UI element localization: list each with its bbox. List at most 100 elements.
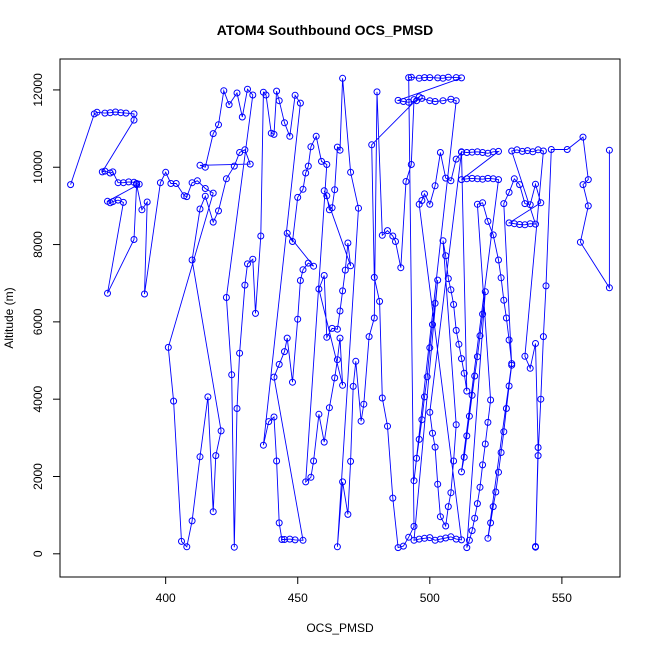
data-point bbox=[384, 227, 391, 235]
data-point bbox=[489, 175, 497, 183]
data-point bbox=[328, 204, 336, 212]
data-point bbox=[444, 503, 452, 511]
y-tick-label: 6000 bbox=[31, 308, 45, 335]
data-point bbox=[431, 536, 439, 544]
data-point bbox=[447, 177, 455, 185]
data-point bbox=[524, 147, 531, 155]
data-point bbox=[452, 421, 460, 429]
data-point bbox=[106, 109, 114, 117]
data-point bbox=[452, 74, 460, 82]
data-point bbox=[394, 96, 402, 104]
data-point bbox=[344, 239, 352, 247]
data-point bbox=[384, 422, 391, 430]
data-point bbox=[468, 174, 476, 182]
data-point bbox=[410, 522, 418, 530]
data-point bbox=[352, 357, 360, 365]
data-point bbox=[465, 412, 473, 420]
data-point bbox=[310, 262, 318, 270]
data-point bbox=[500, 200, 508, 208]
data-point bbox=[508, 361, 516, 369]
data-point bbox=[119, 198, 127, 206]
data-point bbox=[489, 503, 497, 511]
y-axis-label: Altitude (m) bbox=[2, 287, 16, 348]
data-point bbox=[397, 264, 405, 272]
data-point bbox=[270, 373, 278, 381]
data-point bbox=[315, 285, 323, 293]
data-point bbox=[241, 281, 249, 289]
data-point bbox=[196, 205, 204, 213]
data-point bbox=[468, 148, 476, 156]
data-point bbox=[325, 404, 333, 412]
data-point bbox=[244, 85, 251, 93]
data-point bbox=[209, 508, 217, 516]
data-point bbox=[289, 378, 296, 386]
data-point bbox=[444, 275, 452, 283]
data-point bbox=[215, 207, 222, 215]
data-point bbox=[539, 147, 547, 155]
data-point bbox=[318, 157, 325, 165]
data-point bbox=[283, 229, 291, 237]
data-point bbox=[249, 91, 257, 99]
data-point bbox=[415, 74, 423, 82]
data-point bbox=[222, 175, 230, 183]
data-point bbox=[336, 307, 344, 315]
data-point bbox=[320, 438, 328, 446]
data-point bbox=[410, 477, 418, 485]
data-point bbox=[249, 255, 257, 263]
data-point bbox=[286, 132, 294, 140]
data-point bbox=[373, 88, 381, 96]
data-point bbox=[526, 220, 534, 228]
data-point bbox=[534, 146, 542, 154]
data-point bbox=[122, 109, 130, 117]
data-point bbox=[516, 221, 524, 228]
data-point bbox=[323, 333, 331, 341]
data-point bbox=[426, 534, 434, 542]
data-point bbox=[468, 391, 476, 399]
data-point bbox=[141, 290, 148, 298]
data-point bbox=[215, 121, 222, 129]
data-point bbox=[502, 405, 510, 412]
x-tick-label: 400 bbox=[156, 591, 176, 605]
data-point bbox=[505, 382, 513, 390]
data-point bbox=[484, 534, 492, 542]
data-point bbox=[370, 314, 378, 322]
data-points bbox=[67, 73, 613, 552]
data-point bbox=[576, 238, 584, 246]
data-point bbox=[452, 97, 460, 105]
data-point bbox=[458, 468, 465, 476]
data-point bbox=[370, 273, 378, 281]
data-point bbox=[481, 288, 489, 296]
data-point bbox=[431, 98, 439, 105]
data-point bbox=[442, 534, 450, 542]
x-tick-label: 550 bbox=[552, 591, 572, 605]
data-point bbox=[505, 336, 513, 344]
data-point bbox=[473, 353, 481, 361]
x-tick-label: 500 bbox=[420, 591, 440, 605]
data-point bbox=[378, 231, 386, 239]
data-point bbox=[415, 435, 423, 443]
data-point bbox=[307, 143, 315, 151]
data-point bbox=[497, 449, 505, 456]
data-point bbox=[421, 190, 428, 198]
data-point bbox=[502, 314, 510, 322]
data-point bbox=[399, 542, 407, 550]
y-tick-label: 2000 bbox=[31, 463, 45, 490]
data-point bbox=[418, 197, 426, 204]
data-point bbox=[447, 286, 455, 294]
data-point bbox=[183, 193, 191, 201]
data-point bbox=[307, 473, 315, 481]
data-point bbox=[458, 355, 465, 363]
data-point bbox=[418, 416, 426, 424]
data-point bbox=[286, 535, 294, 543]
data-point bbox=[405, 533, 413, 541]
data-point bbox=[217, 427, 225, 435]
data-point bbox=[539, 333, 547, 341]
data-point bbox=[532, 220, 539, 228]
data-point bbox=[204, 393, 212, 401]
data-point bbox=[460, 369, 468, 377]
data-point bbox=[579, 133, 587, 141]
data-point bbox=[471, 372, 479, 380]
data-point bbox=[339, 74, 347, 82]
data-point bbox=[323, 192, 331, 200]
data-point bbox=[476, 483, 484, 491]
